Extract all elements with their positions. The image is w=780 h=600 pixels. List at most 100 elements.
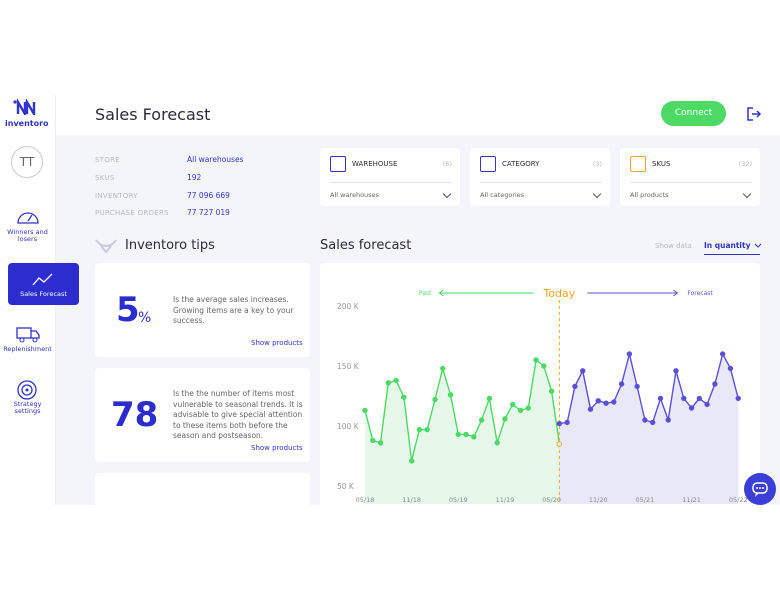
section-title: Inventoro tips — [125, 238, 215, 253]
data-point — [727, 365, 734, 372]
summary-label: STORE — [95, 156, 121, 164]
nav-item[interactable]: Sales Forecast — [20, 290, 67, 298]
data-point — [611, 399, 617, 405]
legend-entry: Forecast — [687, 290, 713, 297]
x-tick-label: 05/20 — [542, 496, 561, 504]
nav-icon — [32, 273, 53, 286]
summary-label: SKUS — [95, 174, 115, 182]
data-point — [556, 420, 563, 427]
nav-icon — [17, 380, 37, 400]
data-point — [564, 419, 570, 426]
data-point — [455, 431, 461, 438]
page-title: Sales Forecast — [95, 105, 211, 124]
y-tick-label: 200 K — [337, 302, 360, 311]
x-tick-label: 11/18 — [402, 496, 421, 504]
data-point — [548, 388, 555, 394]
x-tick-label: 11/21 — [682, 496, 701, 504]
filter-count: (3) — [592, 160, 602, 168]
filter-select[interactable]: All warehouses — [330, 191, 379, 199]
filter-card — [320, 148, 460, 206]
legend-arrow — [587, 289, 679, 297]
filter-count: (6) — [442, 160, 452, 168]
filter-icon — [480, 156, 496, 172]
filter-divider — [630, 182, 752, 183]
series-line — [559, 352, 739, 425]
tip-card — [95, 473, 310, 513]
y-tick-label: 50 K — [337, 482, 355, 491]
data-point — [432, 396, 438, 403]
data-point — [642, 417, 648, 423]
logout-icon[interactable] — [746, 106, 762, 122]
data-point — [416, 426, 423, 433]
header — [56, 95, 780, 135]
tip-text: Is the average sales increases. Growing … — [173, 295, 294, 325]
show-data-select[interactable]: In quantity — [704, 241, 760, 255]
data-point — [370, 437, 376, 444]
data-point — [362, 407, 368, 414]
tip-text: Is the the number of items most vulnerab… — [173, 389, 303, 440]
tip-value: 78 — [111, 395, 159, 435]
tip-unit: % — [138, 310, 152, 326]
nav-icon — [17, 212, 39, 224]
data-point — [595, 398, 601, 404]
x-tick-label: 05/18 — [356, 496, 375, 504]
data-point — [626, 351, 633, 357]
filter-select[interactable]: All categories — [480, 191, 525, 199]
data-point — [478, 417, 485, 423]
chat-button[interactable] — [743, 472, 777, 506]
data-point — [502, 416, 508, 422]
nav-active[interactable] — [8, 263, 79, 305]
summary-value: 77 096 669 — [187, 191, 230, 200]
show-data-label: Show data — [655, 242, 692, 250]
tip-link[interactable]: Show products — [251, 339, 303, 347]
data-point — [471, 434, 477, 440]
data-point — [408, 458, 415, 464]
data-point — [712, 381, 718, 387]
tip-card — [95, 368, 310, 462]
data-point — [463, 431, 469, 438]
data-point — [719, 351, 726, 357]
data-point — [556, 441, 563, 447]
connect-button[interactable]: Connect — [661, 101, 726, 126]
data-point — [440, 365, 446, 372]
data-point — [447, 392, 454, 398]
section-title: Sales forecast — [320, 238, 412, 253]
data-point — [735, 395, 741, 402]
data-point — [681, 395, 687, 402]
data-point — [696, 395, 703, 402]
legend-entry: Past — [419, 290, 432, 297]
data-point — [649, 419, 656, 426]
nav-item[interactable]: Winners and losers — [7, 228, 48, 243]
data-point — [494, 440, 500, 446]
filter-label: WAREHOUSE — [352, 160, 398, 168]
data-point — [525, 405, 531, 411]
data-point — [401, 394, 407, 400]
filter-divider — [480, 182, 602, 183]
data-point — [385, 380, 392, 386]
data-point — [673, 368, 679, 374]
x-tick-label: 05/19 — [449, 496, 468, 504]
data-point — [587, 406, 594, 412]
chevron — [754, 243, 762, 248]
nav-item[interactable]: Replenishment — [3, 345, 52, 353]
filter-select[interactable]: All products — [630, 191, 669, 199]
x-tick-label: 05/21 — [636, 496, 655, 504]
data-point — [665, 417, 671, 423]
x-tick-label: 11/20 — [589, 496, 608, 504]
tip-link[interactable]: Show products — [251, 444, 303, 452]
filter-label: CATEGORY — [502, 160, 540, 168]
filter-count: (32) — [738, 160, 752, 168]
summary-label: PURCHASE ORDERS — [95, 209, 169, 217]
data-point — [393, 377, 399, 384]
data-point — [603, 400, 609, 406]
y-tick-label: 150 K — [337, 362, 360, 371]
avatar[interactable]: TT — [11, 146, 43, 178]
nav-item[interactable]: Strategy settings — [13, 400, 42, 415]
data-point — [580, 368, 586, 374]
data-point — [572, 383, 578, 390]
summary-label: INVENTORY — [95, 192, 138, 200]
data-point — [541, 363, 547, 369]
logo-mark — [13, 99, 36, 115]
chart: 50 K 100 K 150 K 200 K 05/18 11/18 05/19 11/19 0… — [337, 287, 748, 504]
